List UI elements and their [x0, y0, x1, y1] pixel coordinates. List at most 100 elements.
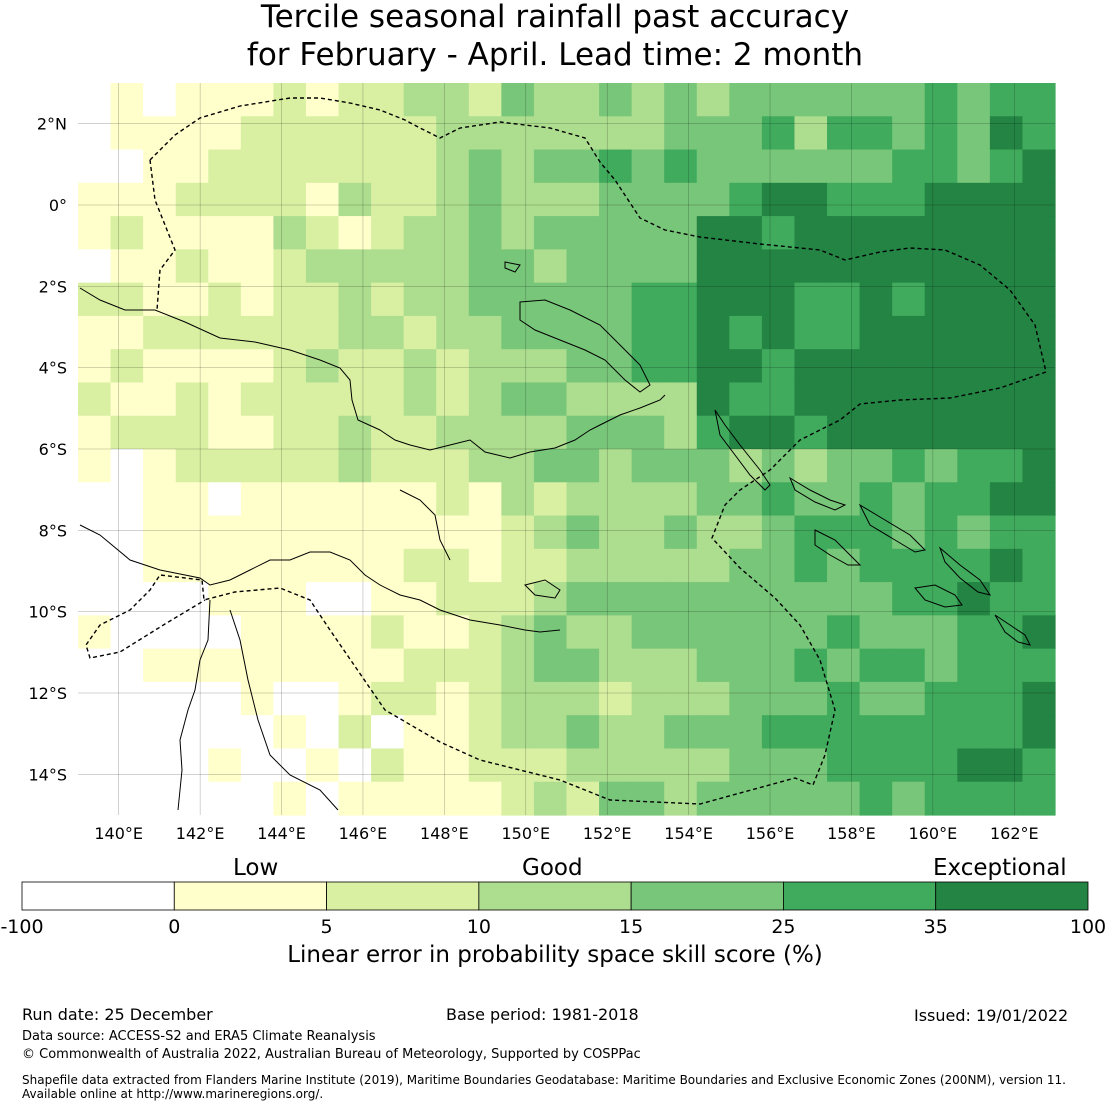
grid-cell — [664, 249, 698, 284]
grid-cell — [827, 449, 861, 483]
grid-cell — [729, 83, 763, 117]
grid-cell — [827, 282, 861, 317]
colorbar — [21, 881, 1089, 911]
grid-cell — [599, 449, 633, 483]
grid-cell — [240, 615, 274, 650]
grid-cell — [599, 681, 633, 716]
grid-cell — [761, 382, 796, 417]
grid-cell — [403, 282, 437, 317]
grid-cell — [78, 349, 112, 384]
grid-cell — [729, 216, 763, 250]
grid-cell — [468, 249, 502, 284]
grid-cell — [468, 582, 502, 616]
grid-cell — [664, 648, 698, 683]
grid-cell — [110, 415, 144, 450]
grid-cell — [761, 282, 796, 317]
grid-cell — [859, 116, 893, 151]
grid-cell — [892, 548, 926, 583]
grid-cell — [305, 482, 340, 517]
grid-cell — [533, 149, 568, 184]
grid-cell — [78, 548, 112, 583]
grid-cell — [924, 715, 958, 750]
longitude-label: 150°E — [501, 824, 550, 843]
grid-cell — [501, 182, 535, 217]
grid-cell — [533, 715, 568, 750]
grid-cell — [631, 781, 665, 816]
grid-cell — [436, 615, 470, 650]
grid-cell — [827, 582, 861, 616]
grid-cell — [989, 582, 1024, 616]
grid-cell — [175, 382, 209, 417]
colorbar-segment — [935, 881, 1089, 911]
grid-cell — [664, 548, 698, 583]
grid-cell — [305, 382, 340, 417]
grid-cell — [989, 548, 1024, 583]
grid-cell — [338, 715, 372, 750]
grid-cell — [957, 382, 991, 417]
grid-cell — [696, 149, 730, 184]
grid-cell — [957, 149, 991, 184]
grid-cell — [599, 349, 633, 384]
grid-cell — [468, 648, 502, 683]
grid-cell — [208, 648, 242, 683]
grid-cell — [338, 83, 372, 117]
grid-cell — [371, 748, 405, 783]
grid-cell — [729, 615, 763, 650]
shapefile-credit: Shapefile data extracted from Flanders M… — [22, 1073, 1066, 1087]
grid-cell — [305, 349, 340, 384]
grid-cell — [273, 282, 307, 317]
colorbar-tick-label: 5 — [321, 916, 333, 938]
grid-cell — [436, 681, 470, 716]
grid-cell — [403, 216, 437, 250]
grid-cell — [208, 182, 242, 217]
longitude-label: 162°E — [990, 824, 1039, 843]
grid-cell — [305, 182, 340, 217]
grid-cell — [468, 681, 502, 716]
grid-cell — [78, 249, 112, 284]
grid-cell — [436, 781, 470, 816]
grid-cell — [1022, 515, 1056, 550]
grid-cell — [175, 315, 209, 350]
grid-cell — [533, 216, 568, 250]
grid-cell — [859, 582, 893, 616]
grid-cell — [143, 482, 177, 517]
grid-cell — [794, 83, 828, 117]
grid-cell — [78, 415, 112, 450]
grid-cell — [208, 216, 242, 250]
grid-cell — [305, 83, 340, 117]
grid-cell — [175, 582, 209, 616]
grid-cell — [403, 648, 437, 683]
grid-cell — [208, 282, 242, 317]
grid-cell — [338, 615, 372, 650]
grid-cell — [403, 315, 437, 350]
colorbar-segment — [630, 881, 784, 911]
grid-cell — [827, 382, 861, 417]
grid-cell — [208, 315, 242, 350]
grid-cell — [566, 648, 600, 683]
grid-cell — [859, 83, 893, 117]
grid-cell — [859, 482, 893, 517]
grid-cell — [1022, 781, 1056, 816]
grid-cell — [273, 449, 307, 483]
skill-score-grid — [78, 83, 1056, 816]
grid-cell — [729, 116, 763, 151]
grid-cell — [827, 548, 861, 583]
grid-cell — [761, 748, 796, 783]
grid-cell — [468, 382, 502, 417]
grid-cell — [761, 116, 796, 151]
grid-cell — [208, 449, 242, 483]
grid-cell — [566, 748, 600, 783]
grid-cell — [468, 282, 502, 317]
grid-cell — [273, 182, 307, 217]
grid-cell — [403, 548, 437, 583]
latitude-label: 8°S — [39, 521, 67, 540]
grid-cell — [403, 748, 437, 783]
grid-cell — [175, 781, 209, 816]
grid-cell — [533, 116, 568, 151]
manus-island — [504, 261, 521, 273]
grid-cell — [501, 149, 535, 184]
grid-cell — [859, 449, 893, 483]
grid-cell — [436, 449, 470, 483]
grid-cell — [794, 681, 828, 716]
grid-cell — [371, 182, 405, 217]
